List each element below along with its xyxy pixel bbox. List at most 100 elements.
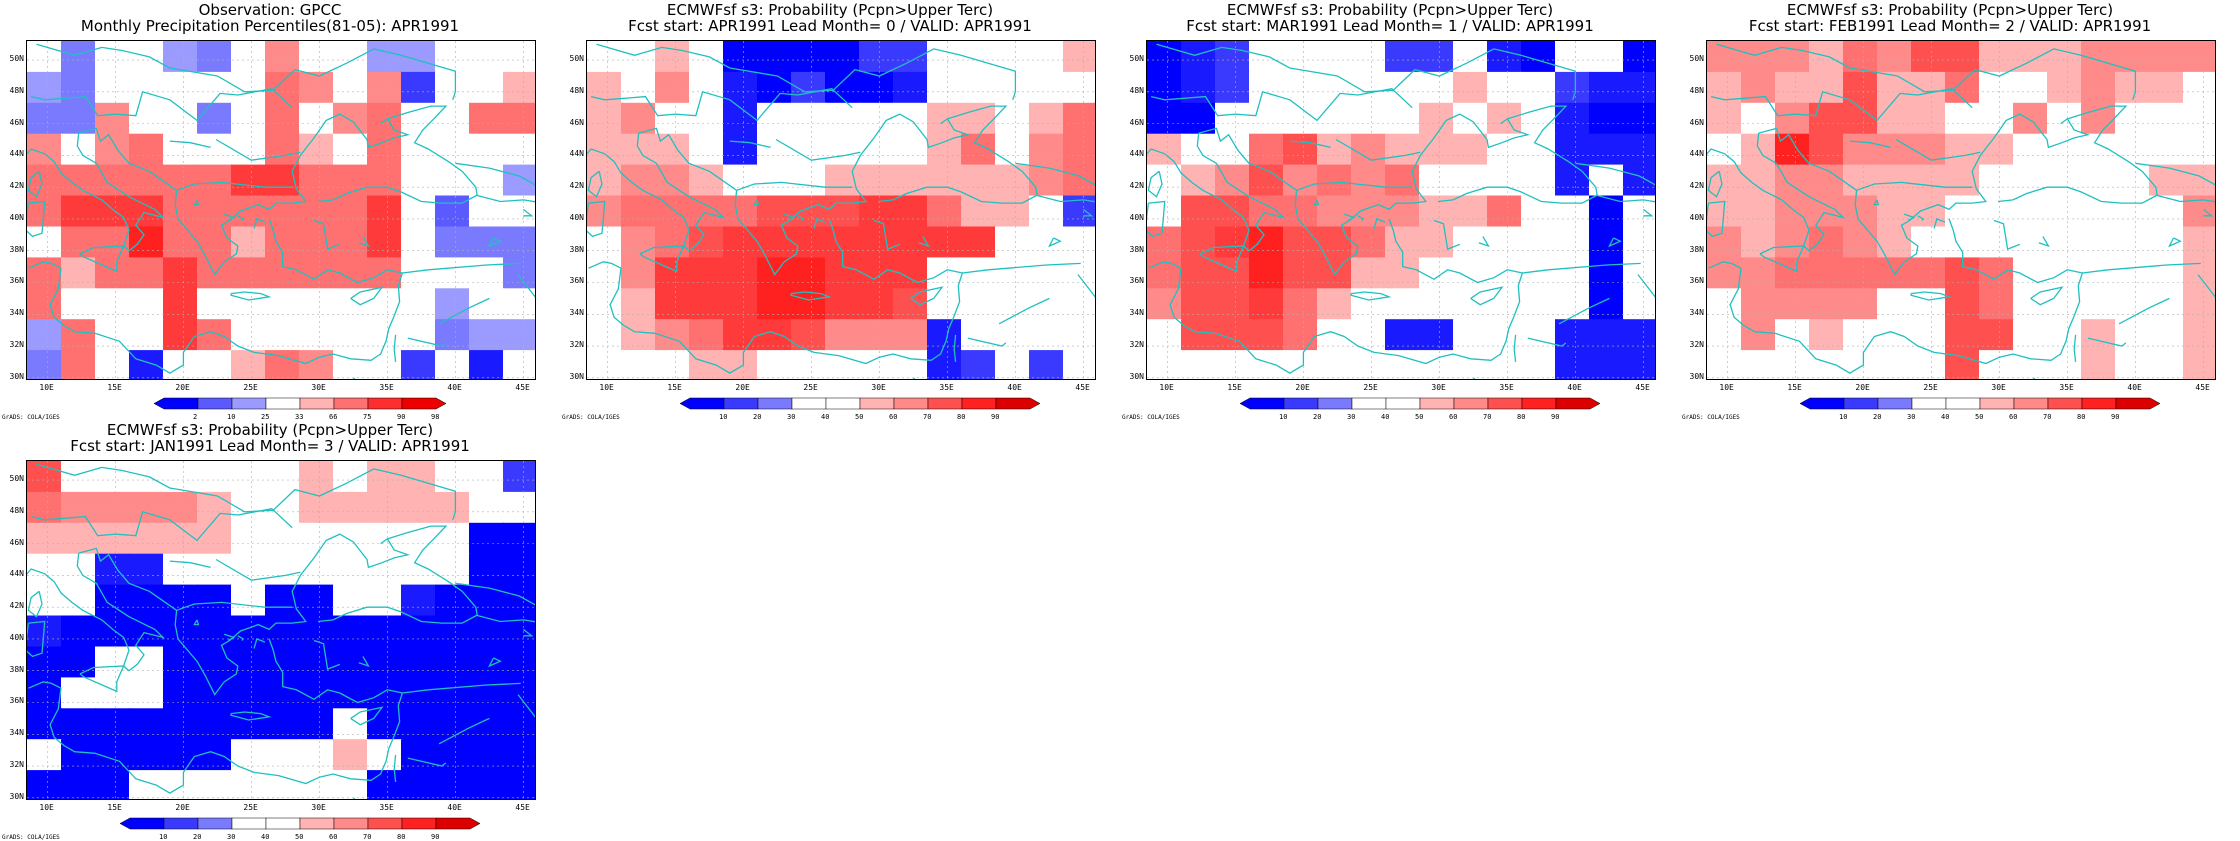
grid-cell — [1215, 164, 1251, 196]
grid-cell — [825, 102, 861, 135]
grid-cell — [1351, 350, 1387, 379]
coastline — [393, 334, 397, 362]
map-svg — [1147, 41, 1655, 379]
lat-tick-label: 42N — [1689, 181, 1704, 191]
grid-cell — [1877, 226, 1913, 258]
grid-cell — [299, 522, 335, 555]
grid-cell — [961, 226, 997, 258]
grid-cell — [859, 257, 895, 289]
coastline — [2118, 297, 2170, 325]
grid-cell — [231, 584, 267, 616]
lon-tick-label: 25E — [243, 803, 258, 812]
grid-cell — [1623, 319, 1655, 351]
coastline — [1156, 43, 1365, 93]
coastline — [438, 717, 490, 745]
grid-cell — [2047, 257, 2083, 289]
lon-tick-label: 45E — [1075, 383, 1090, 392]
colorbar-tick-label: 30 — [1347, 413, 1356, 421]
grid-cell — [129, 522, 165, 555]
grid-cell — [61, 646, 97, 678]
grid-cell — [163, 350, 199, 379]
grid-cell — [197, 708, 233, 740]
grid-cell — [333, 319, 369, 351]
coastline — [940, 118, 948, 125]
coastline — [587, 200, 606, 238]
grid-cell — [27, 71, 63, 104]
grid-cell — [2047, 288, 2083, 320]
grid-cell — [129, 133, 165, 166]
grid-cell — [503, 646, 535, 678]
grid-cell — [1317, 133, 1353, 166]
grid-cell — [655, 102, 691, 135]
grid-cell — [2013, 195, 2049, 227]
grid-cell — [129, 164, 165, 196]
grid-cell — [163, 553, 199, 586]
coastline — [253, 218, 266, 229]
grid-cell — [1809, 257, 1845, 289]
coastline — [2082, 262, 2201, 274]
colorbar-segment — [1283, 397, 1319, 410]
grid-cell — [469, 164, 505, 196]
lat-tick-label: 32N — [1689, 340, 1704, 350]
coastline — [1643, 208, 1654, 217]
grid-cell — [401, 102, 437, 135]
map-plot-area — [1146, 40, 1656, 380]
coastline — [244, 48, 457, 101]
grid-cell — [825, 133, 861, 166]
grid-cell — [231, 164, 267, 196]
grid-cell — [1623, 133, 1655, 166]
colorbar-segment — [927, 397, 963, 410]
grid-cell — [367, 522, 403, 555]
grid-cell — [61, 350, 97, 379]
grid-cell — [587, 102, 623, 135]
grid-cell — [129, 553, 165, 586]
coastline — [517, 694, 535, 718]
grid-cell — [61, 164, 97, 196]
grid-cell — [961, 133, 997, 166]
grid-cell — [2183, 41, 2215, 73]
lat-tick-label: 44N — [1129, 149, 1144, 159]
grid-cell — [95, 195, 131, 227]
grid-cell — [723, 350, 759, 379]
grid-cell — [197, 350, 233, 379]
grid-cell — [197, 133, 233, 166]
colorbar-tick-label: 50 — [1415, 413, 1424, 421]
coastline — [1910, 291, 1952, 301]
grid-cell — [1385, 319, 1421, 351]
coastline — [1289, 140, 1331, 149]
lon-tick-label: 15E — [107, 383, 122, 392]
lon-tick-label: 40E — [1567, 383, 1582, 392]
grid-cell — [893, 195, 929, 227]
map-svg — [27, 41, 535, 379]
grid-cell — [333, 102, 369, 135]
grid-cell — [163, 677, 199, 709]
coastline — [30, 88, 293, 122]
grid-cell — [95, 553, 131, 586]
coastline — [2030, 286, 2064, 306]
grid-cell — [2081, 164, 2117, 196]
coastline — [1607, 237, 1622, 248]
grid-cell — [1215, 41, 1251, 73]
lat-tick-label: 40N — [9, 632, 24, 642]
grid-cell — [2047, 102, 2083, 135]
grid-cell — [1843, 350, 1879, 379]
coastline — [638, 105, 1038, 276]
grid-cell — [503, 708, 535, 740]
map-panel-lead3: ECMWFsf s3: Probability (Pcpn>Upper Terc… — [0, 420, 560, 841]
grid-cell — [1283, 164, 1319, 196]
grid-cell — [1147, 350, 1183, 379]
lat-tick-label: 44N — [1689, 149, 1704, 159]
grid-cell — [1147, 288, 1183, 320]
grid-cell — [1181, 41, 1217, 73]
coastline — [230, 711, 272, 721]
lon-tick-label: 15E — [107, 803, 122, 812]
grid-cell — [655, 164, 691, 196]
grid-cell — [367, 708, 403, 740]
grid-cell — [299, 226, 335, 258]
coastline — [596, 43, 805, 93]
colorbar-segment — [2013, 397, 2049, 410]
grid-cell — [435, 646, 471, 678]
coastline — [2060, 118, 2068, 125]
grid-cell — [401, 350, 437, 379]
grid-cell — [129, 646, 165, 678]
